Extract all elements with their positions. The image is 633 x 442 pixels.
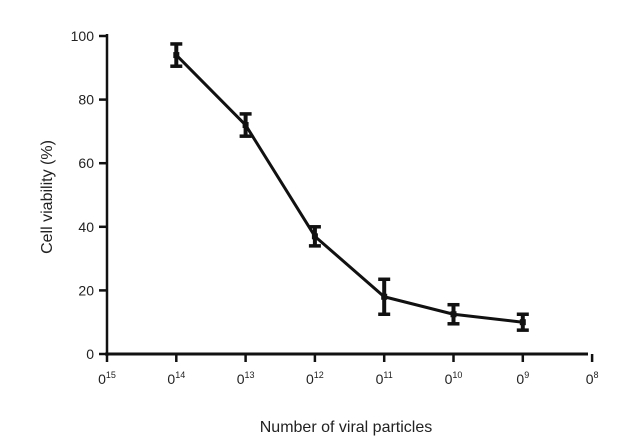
data-point bbox=[450, 311, 457, 318]
axes bbox=[105, 34, 588, 356]
series-line bbox=[175, 54, 523, 324]
y-tick-label: 20 bbox=[78, 282, 94, 298]
x-axis-title: Number of viral particles bbox=[260, 419, 433, 436]
y-ticks: 0 20 40 60 80 100 bbox=[71, 28, 107, 362]
data-point bbox=[173, 52, 180, 59]
x-tick-label: 013 bbox=[237, 370, 255, 387]
data-point bbox=[311, 233, 318, 240]
x-tick-label: 011 bbox=[376, 370, 393, 387]
y-tick-label: 60 bbox=[78, 155, 94, 171]
y-axis-title: Cell viability (%) bbox=[39, 140, 56, 254]
data-point bbox=[519, 319, 526, 326]
x-tick-label: 09 bbox=[516, 370, 529, 387]
data-point bbox=[242, 122, 249, 129]
x-ticks: 015 014 013 012 011 010 09 08 bbox=[98, 354, 599, 387]
y-tick-label: 100 bbox=[71, 28, 95, 44]
y-tick-label: 80 bbox=[78, 92, 94, 108]
x-tick-label: 015 bbox=[98, 370, 116, 387]
x-tick-label: 010 bbox=[445, 370, 463, 387]
x-tick-label: 014 bbox=[167, 370, 185, 387]
x-tick-label: 012 bbox=[306, 370, 324, 387]
y-tick-label: 40 bbox=[78, 219, 94, 235]
data-series bbox=[170, 42, 529, 332]
x-tick-label: 08 bbox=[586, 370, 599, 387]
data-point bbox=[381, 293, 388, 300]
y-tick-label: 0 bbox=[86, 346, 94, 362]
